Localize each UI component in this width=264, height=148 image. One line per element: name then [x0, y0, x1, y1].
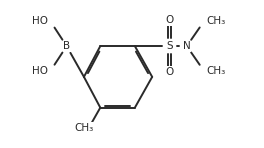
Text: HO: HO	[32, 16, 48, 26]
Text: O: O	[165, 67, 174, 77]
Text: HO: HO	[32, 66, 48, 76]
Text: O: O	[165, 15, 174, 25]
Text: CH₃: CH₃	[206, 66, 225, 76]
Text: CH₃: CH₃	[206, 16, 225, 26]
Text: B: B	[63, 41, 70, 51]
Text: S: S	[166, 41, 173, 51]
Text: N: N	[183, 41, 191, 51]
Text: CH₃: CH₃	[74, 123, 93, 133]
